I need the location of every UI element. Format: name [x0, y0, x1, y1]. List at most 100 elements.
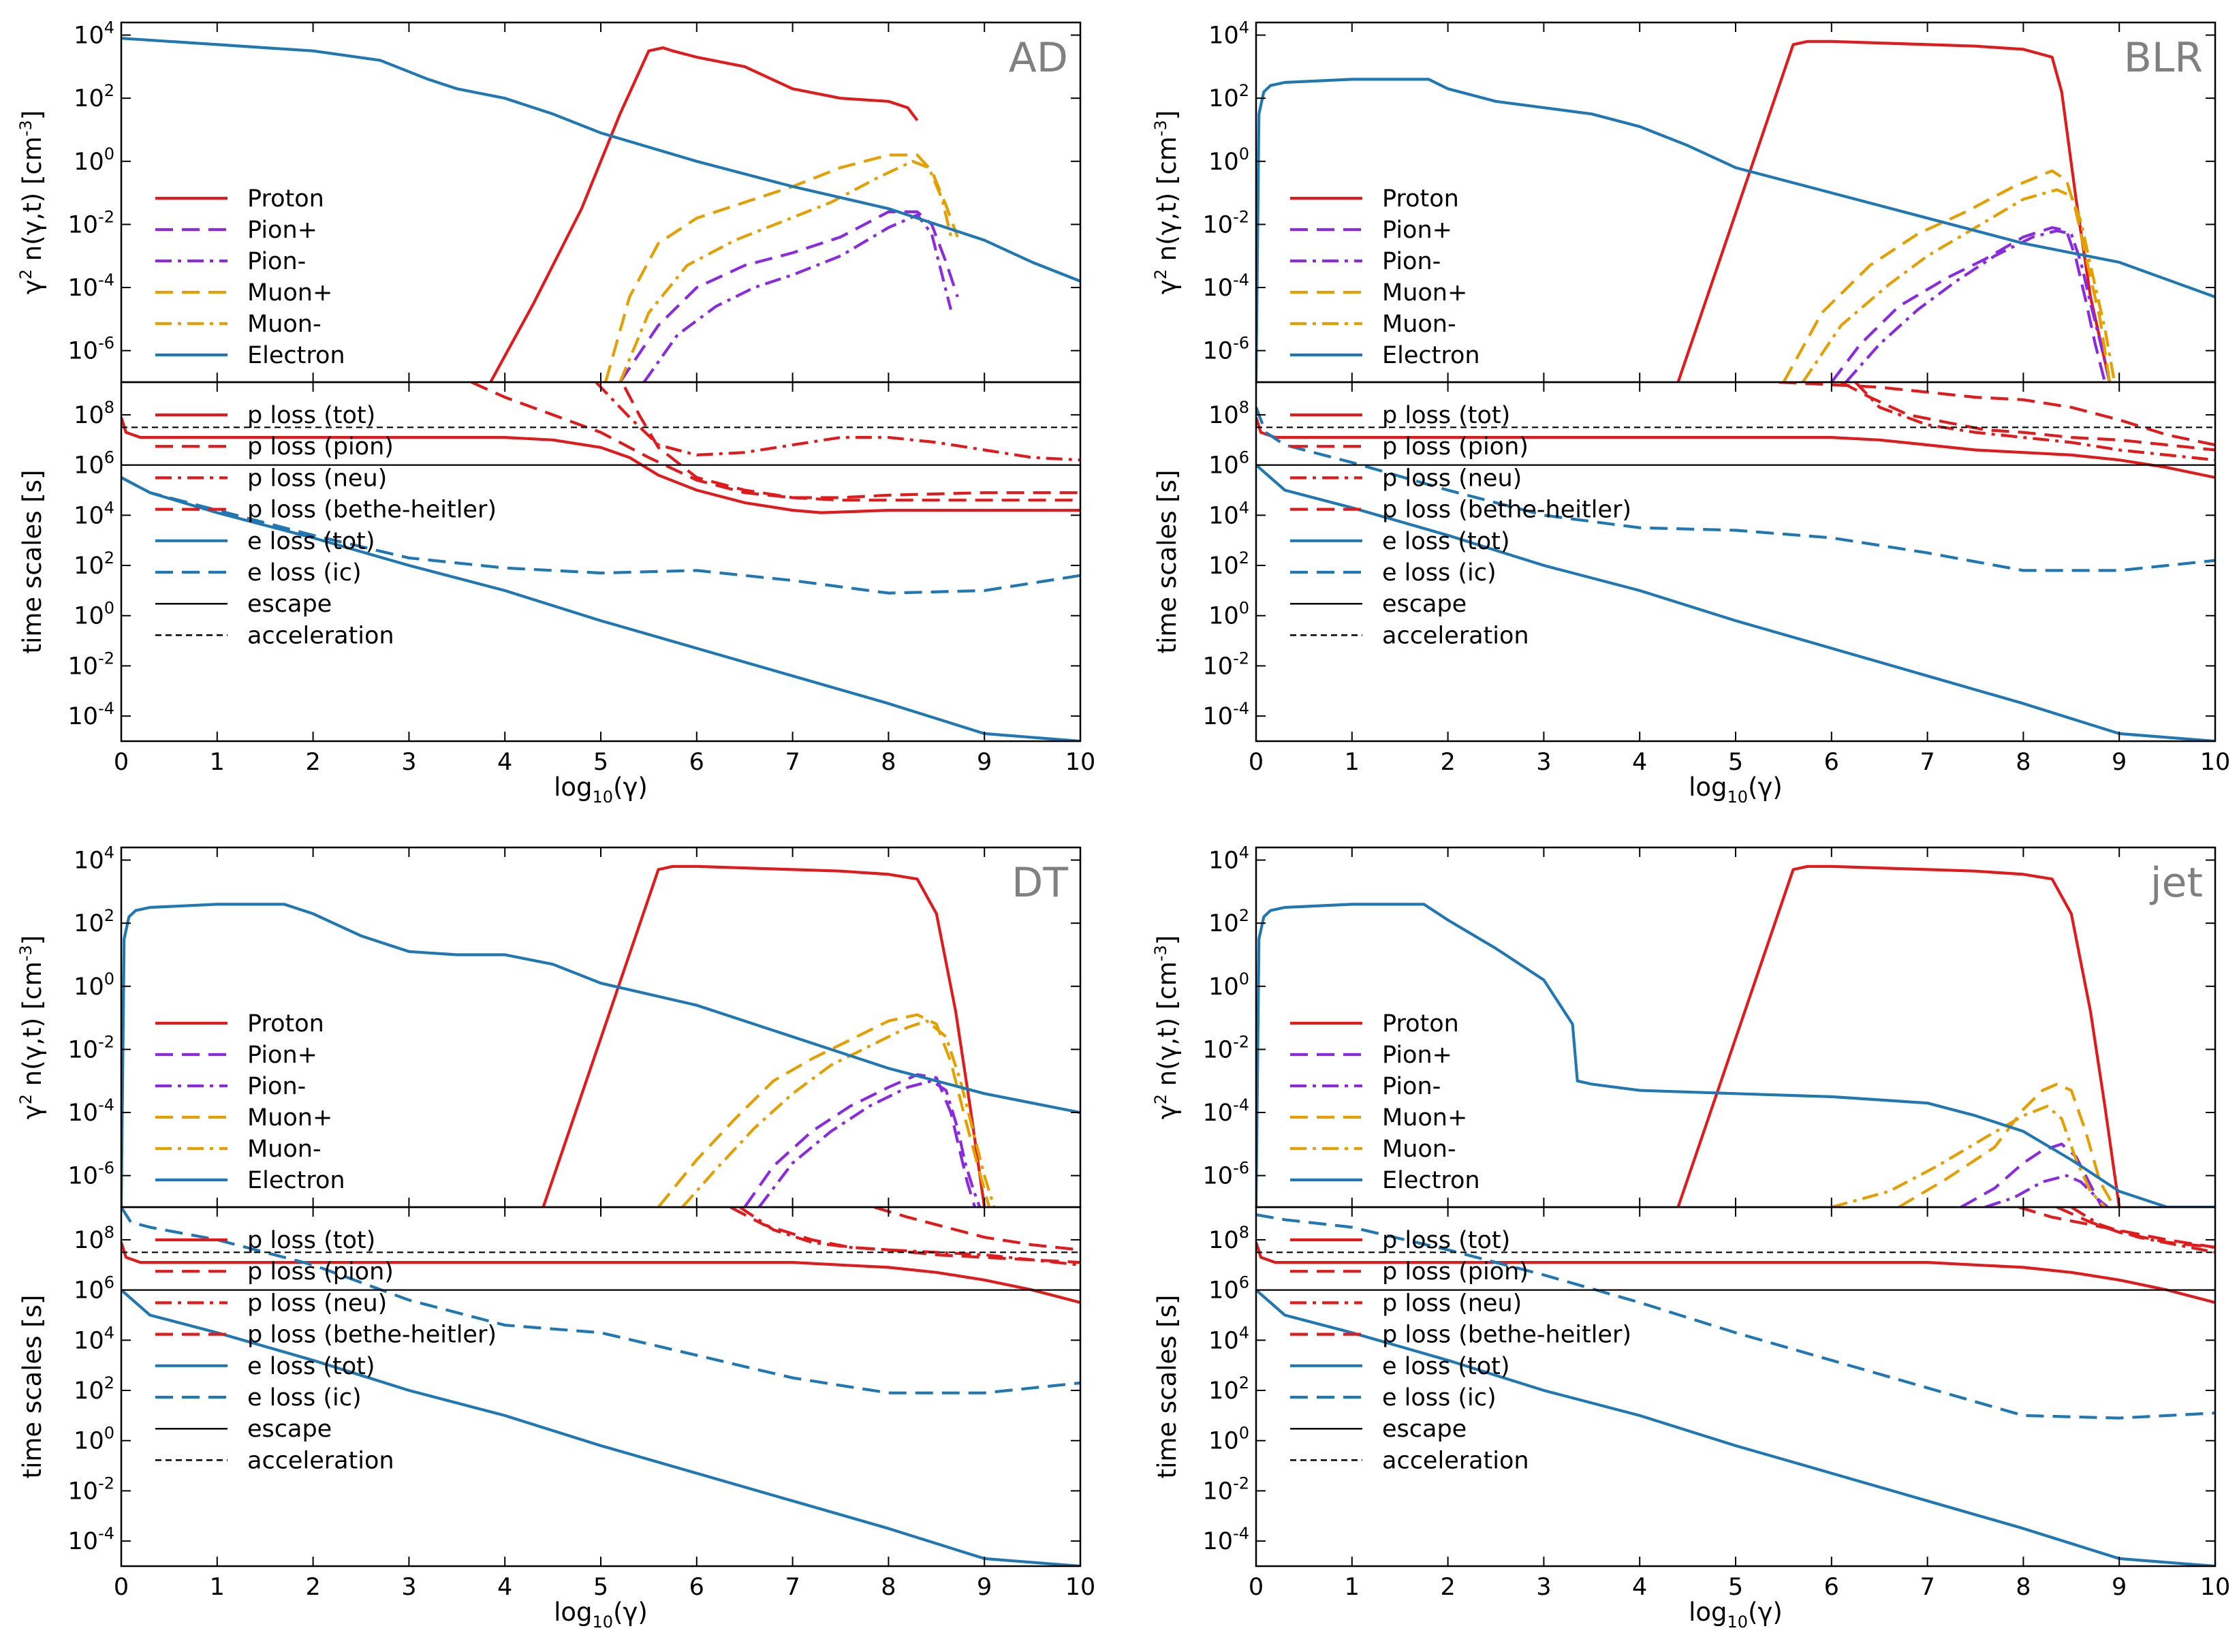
legend-label: p loss (tot) — [247, 402, 375, 429]
y-tick-label-base: 10 — [1203, 1528, 1234, 1555]
series-pion- — [1984, 1174, 2109, 1207]
y-tick-label-exp: 0 — [1239, 144, 1249, 163]
ylabel-sup: -3 — [16, 120, 35, 136]
x-tick-label: 1 — [1345, 749, 1360, 776]
series-pion- — [1845, 229, 2112, 382]
x-tick-label: 1 — [210, 749, 225, 776]
y-tick-label: 102 — [74, 548, 114, 580]
y-tick-label-base: 10 — [1203, 703, 1234, 730]
y-tick-label-base: 10 — [74, 603, 104, 630]
legend-label: escape — [247, 591, 332, 618]
series-group — [121, 37, 1080, 382]
y-tick-label-exp: -2 — [1233, 1474, 1249, 1493]
legend-label: escape — [247, 1416, 332, 1443]
y-tick-label-base: 10 — [74, 85, 104, 112]
y-tick-label-base: 10 — [68, 1528, 99, 1555]
y-tick-label-base: 10 — [74, 847, 104, 875]
y-tick-label-base: 10 — [68, 1478, 99, 1505]
y-tick-label-base: 10 — [68, 275, 99, 302]
series-e-loss-tot- — [121, 1289, 1080, 1566]
y-tick-label-base: 10 — [68, 703, 99, 730]
y-tick-label-exp: -2 — [1233, 649, 1249, 668]
y-tick-label: 104 — [1208, 498, 1249, 529]
y-tick-label-base: 10 — [1203, 1100, 1234, 1127]
x-axis-title: log10(γ) — [554, 773, 648, 807]
legend-label: Pion- — [1382, 248, 1441, 275]
y-tick-label-exp: -2 — [98, 207, 114, 226]
xlabel-part: (γ) — [1748, 773, 1783, 802]
y-tick-label: 10-2 — [1203, 1474, 1249, 1505]
y-tick-label-exp: 4 — [104, 18, 114, 37]
xlabel-part: log — [1689, 773, 1727, 802]
legend-label: p loss (bethe-heitler) — [1382, 1322, 1631, 1349]
legend-label: Electron — [1382, 342, 1480, 369]
x-tick-label: 9 — [2112, 1574, 2127, 1601]
ylabel-part: γ — [1153, 1104, 1182, 1119]
legend-label: Pion- — [247, 248, 306, 275]
xlabel-sub: 10 — [1727, 788, 1749, 807]
y-tick-label: 100 — [74, 969, 114, 1001]
y-tick-label: 10-4 — [68, 1095, 114, 1127]
x-tick-label: 7 — [1920, 1574, 1935, 1601]
series-muon- — [681, 1019, 996, 1207]
y-tick-label: 10-4 — [1203, 270, 1249, 302]
y-tick-label: 102 — [74, 906, 114, 937]
y-tick-label: 10-4 — [1203, 1524, 1249, 1555]
y-tick-label: 102 — [74, 81, 114, 112]
y-tick-label-base: 10 — [1208, 402, 1239, 429]
legend-label: Muon- — [1382, 311, 1456, 338]
legend-label: Muon+ — [247, 279, 332, 307]
legend-label: e loss (ic) — [247, 1384, 362, 1412]
y-tick-label-base: 10 — [68, 1163, 99, 1190]
y-tick-label-exp: 4 — [1239, 1323, 1249, 1342]
series-proton — [489, 46, 919, 382]
ylabel-part: ] — [1153, 110, 1182, 120]
y-tick-label: 104 — [74, 498, 114, 529]
y-tick-label-base: 10 — [1208, 910, 1239, 937]
x-tick-label: 8 — [881, 1574, 896, 1601]
legend-label: Muon- — [247, 311, 322, 338]
series-group — [121, 382, 1080, 741]
ylabel-part: γ — [18, 1104, 47, 1119]
series-group — [121, 864, 1080, 1207]
y-tick-label: 104 — [74, 1323, 114, 1354]
y-tick-label: 100 — [1208, 969, 1249, 1001]
y-tick-label: 10-6 — [1203, 1159, 1249, 1190]
legend-label: p loss (pion) — [1382, 433, 1529, 461]
x-tick-label: 5 — [593, 749, 608, 776]
y-tick-label-exp: -6 — [98, 334, 114, 353]
x-axis-title: log10(γ) — [1689, 1598, 1783, 1632]
y-tick-label-base: 10 — [1208, 552, 1239, 580]
x-tick-label: 4 — [1632, 1574, 1647, 1601]
legend-label: Electron — [247, 1167, 345, 1194]
series-p-loss-neu- — [595, 382, 1080, 462]
series-pion- — [743, 1073, 977, 1207]
series-e-loss-ic- — [1256, 1213, 2215, 1420]
x-tick-label: 7 — [785, 749, 800, 776]
legend-label: Muon- — [247, 1136, 322, 1163]
y-tick-label-base: 10 — [1203, 338, 1234, 365]
series-e-loss-ic- — [121, 1207, 1080, 1394]
series-p-loss-tot- — [1256, 1241, 2215, 1305]
xlabel-part: log — [554, 773, 592, 802]
y-tick-label-exp: 6 — [104, 1273, 114, 1292]
legend-label: p loss (pion) — [247, 1258, 394, 1285]
series-muon- — [1831, 1104, 2106, 1207]
bottom-y-axis-title: time scales [s] — [1153, 470, 1182, 654]
y-tick-label: 102 — [1208, 81, 1249, 112]
y-tick-label-base: 10 — [1208, 149, 1239, 176]
legend-label: Pion- — [247, 1073, 306, 1100]
x-tick-label: 4 — [1632, 749, 1647, 776]
y-tick-label-base: 10 — [74, 452, 104, 480]
xlabel-part: (γ) — [1748, 1598, 1783, 1627]
y-tick-label-exp: 8 — [104, 398, 114, 417]
y-tick-label-exp: -6 — [1233, 1159, 1249, 1178]
legend-label: acceleration — [1382, 1447, 1529, 1474]
y-tick-label: 100 — [1208, 599, 1249, 630]
x-tick-label: 8 — [881, 749, 896, 776]
